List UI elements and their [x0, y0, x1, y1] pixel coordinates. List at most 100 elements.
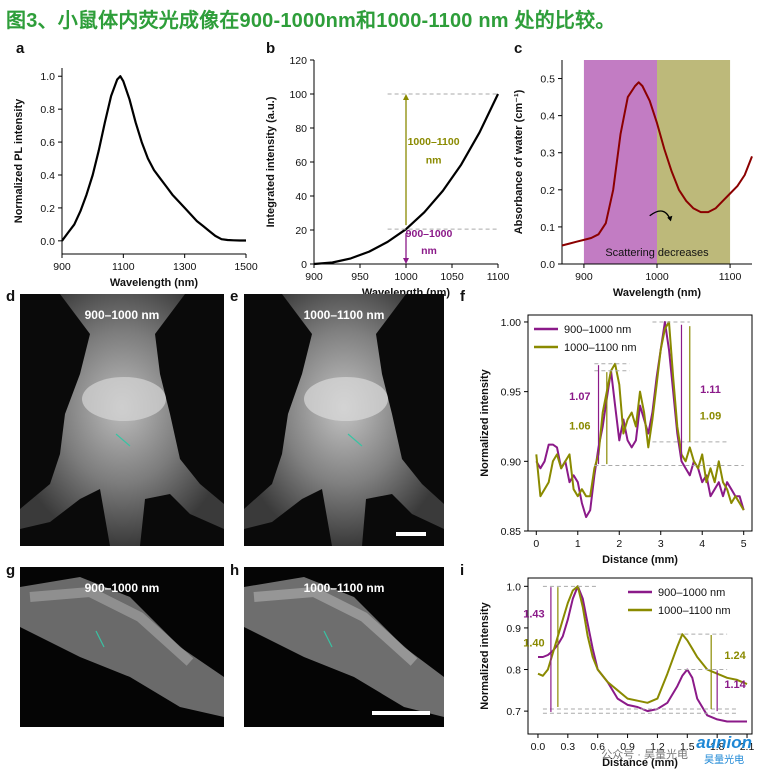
ratio-label: 1.09	[700, 411, 721, 423]
x-tick-label: 4	[699, 538, 705, 550]
x-tick-label: 1100	[719, 271, 742, 283]
series-line	[538, 585, 747, 723]
x-tick-label: 1100	[112, 261, 135, 273]
panel-label-c: c	[514, 40, 523, 57]
x-tick-label: 1100	[487, 271, 510, 283]
x-tick-label: 0.9	[620, 741, 635, 753]
image-h-hindlimb-1000-1100nm: 1000–1100 nm	[244, 567, 444, 727]
series-line	[535, 321, 745, 519]
ratio-label: 1.43	[523, 609, 544, 621]
arrow-head	[403, 258, 409, 264]
legend-label: 1000–1100 nm	[658, 605, 731, 617]
panel-label-h: h	[230, 562, 240, 579]
x-tick-label: 1.5	[680, 741, 695, 753]
x-tick-label: 0.0	[531, 741, 546, 753]
annotation-900-1000-unit: nm	[421, 245, 437, 257]
band-label-scattering: Scattering decreases	[605, 247, 709, 259]
ratio-label: 1.06	[569, 420, 590, 432]
image-g-hindlimb-900-1000nm: 900–1000 nm	[20, 567, 224, 727]
series-line	[535, 321, 745, 511]
x-tick-label: 3	[658, 538, 664, 550]
y-tick-label: 20	[295, 225, 307, 237]
y-tick-label: 1.0	[506, 581, 521, 593]
image-h-caption: 1000–1100 nm	[303, 581, 385, 595]
image-d-caption: 900–1000 nm	[84, 308, 160, 322]
scale-bar	[396, 532, 426, 536]
y-axis-label: Normalized PL intensity	[13, 98, 25, 223]
x-tick-label: 1000	[645, 271, 669, 283]
series-line	[313, 93, 499, 266]
x-tick-label: 1500	[234, 261, 258, 273]
y-tick-label: 0.4	[540, 111, 555, 123]
panel-label-e: e	[230, 288, 239, 305]
hindlimb-silhouette	[20, 567, 224, 727]
legend-label: 900–1000 nm	[564, 324, 631, 336]
annotation-900-1000: 900–1000	[406, 228, 453, 240]
watermark-logo: aunion	[696, 733, 752, 752]
x-tick-label: 950	[351, 271, 369, 283]
x-tick-label: 5	[741, 538, 747, 550]
x-tick-label: 0.3	[561, 741, 576, 753]
image-e-caption: 1000–1100 nm	[303, 308, 385, 322]
y-tick-label: 0.8	[40, 104, 55, 116]
y-tick-label: 0.8	[506, 665, 521, 677]
x-tick-label: 1000	[394, 271, 418, 283]
annotation-1000-1100-unit: nm	[426, 155, 442, 167]
x-tick-label: 1300	[173, 261, 197, 273]
panel-label-i: i	[460, 562, 465, 579]
x-tick-label: 900	[305, 271, 323, 283]
mouse-body-silhouette	[20, 294, 224, 546]
x-tick-label: 0	[533, 538, 539, 550]
chart-c-water-absorbance: 900 1000 1100 0.0 0.1 0.2 0.3 0.4 0.5 Wavelength …	[513, 60, 753, 299]
image-g-caption: 900–1000 nm	[84, 581, 160, 595]
y-tick-label: 0.0	[540, 259, 555, 271]
chart-i-line-profile: 0.0 0.3 0.6 0.9 1.2 1.5 1.8 2.1 0.7 0.8 0.9 1.0 Dist…	[479, 577, 755, 769]
y-axis-label: Integrated intensity (a.u.)	[265, 96, 277, 227]
y-tick-label: 0.9	[506, 623, 521, 635]
plot-frame	[527, 577, 753, 735]
hindlimb-silhouette	[244, 567, 444, 727]
panel-label-d: d	[6, 288, 16, 305]
x-axis-label: Wavelength (nm)	[613, 287, 702, 299]
panel-label-a: a	[16, 40, 25, 57]
x-axis-label: Distance (mm)	[602, 757, 678, 769]
y-tick-label: 80	[295, 123, 307, 135]
watermark: aunion 昊量光电	[696, 733, 752, 766]
ratio-label: 1.07	[569, 391, 590, 403]
wavelength-band	[583, 60, 657, 264]
watermark-sub: 昊量光电	[704, 755, 745, 766]
annotation-1000-1100: 1000–1100	[408, 136, 460, 148]
panel-label-b: b	[266, 40, 276, 57]
y-tick-label: 0.95	[501, 387, 522, 399]
y-tick-label: 120	[289, 55, 307, 67]
y-tick-label: 0.2	[540, 185, 555, 197]
y-axis-label: Normalized intensity	[479, 601, 491, 709]
ratio-label: 1.11	[700, 384, 721, 396]
y-axis-label: Normalized intensity	[479, 368, 491, 476]
x-tick-label: 900	[575, 271, 593, 283]
chart-f-line-profile: 0 1 2 3 4 5 0.85 0.90 0.95 1.00 Distance (mm) Norma…	[479, 314, 753, 566]
x-tick-label: 900	[53, 261, 71, 273]
y-tick-label: 0.3	[540, 148, 555, 160]
watermark-source: 公众号 · 昊量光电	[601, 749, 688, 761]
y-tick-label: 0.90	[501, 456, 522, 468]
x-tick-label: 1.2	[650, 741, 665, 753]
arrow-head	[667, 215, 673, 222]
y-tick-label: 0.7	[506, 706, 521, 718]
plot-frame	[527, 314, 753, 532]
y-tick-label: 1.0	[40, 71, 55, 83]
chart-b-integrated-intensity: 900 950 1000 1050 1100020406080100120Wavelen…	[265, 55, 509, 299]
legend-label: 1000–1100 nm	[564, 342, 637, 354]
x-tick-label: 2.1	[740, 741, 755, 753]
ratio-label: 1.40	[523, 638, 544, 650]
y-tick-label: 0.5	[540, 74, 555, 86]
image-d-mouse-900-1000nm: 900–1000 nm	[20, 294, 224, 546]
y-tick-label: 0.1	[540, 222, 555, 234]
x-tick-label: 1050	[440, 271, 464, 283]
x-tick-label: 2	[616, 538, 622, 550]
x-tick-label: 1	[575, 538, 581, 550]
y-tick-label: 60	[295, 157, 307, 169]
chart-a-pl-spectrum: 900 1100 1300 1500 0.0 0.2 0.4 0.6 0.8 1.0 Wavelen…	[13, 68, 258, 289]
series-line	[537, 585, 748, 704]
scale-bar	[372, 711, 430, 715]
